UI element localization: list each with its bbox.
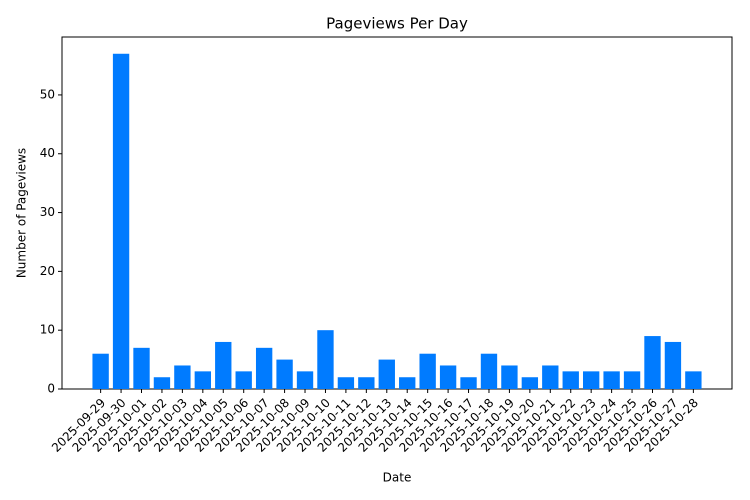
bar [501, 365, 518, 389]
y-tick-label: 20 [40, 264, 55, 278]
y-tick-label: 0 [47, 382, 55, 396]
y-axis-label: Number of Pageviews [15, 148, 29, 278]
bar [255, 347, 273, 389]
bar [92, 353, 109, 389]
y-tick-label: 10 [40, 323, 55, 337]
bar [358, 377, 375, 389]
bar [685, 371, 702, 389]
bar [542, 365, 559, 389]
y-tick-label: 40 [40, 146, 55, 160]
chart-title: Pageviews Per Day [326, 15, 468, 33]
bar [582, 371, 600, 389]
y-tick-label: 30 [40, 205, 55, 219]
bar [276, 359, 293, 389]
bar [378, 359, 395, 389]
y-tick-label: 50 [40, 87, 55, 101]
plot-frame [61, 36, 733, 390]
bar [521, 377, 539, 389]
bar [235, 371, 252, 389]
bar [419, 353, 436, 389]
bar [133, 347, 150, 389]
bar [296, 371, 314, 389]
bar [337, 377, 355, 389]
bar [439, 365, 457, 389]
bar [664, 341, 682, 389]
bar [112, 53, 130, 390]
bar [460, 377, 477, 389]
x-axis-label: Date [383, 471, 412, 485]
bar [562, 371, 579, 389]
bar [215, 341, 232, 389]
bar [644, 336, 661, 389]
bar [153, 377, 171, 389]
bar [194, 371, 212, 389]
bar [480, 353, 498, 389]
bar [603, 371, 620, 389]
bar [623, 371, 641, 389]
bar [317, 330, 334, 389]
bar [399, 377, 416, 389]
bar [174, 365, 191, 389]
